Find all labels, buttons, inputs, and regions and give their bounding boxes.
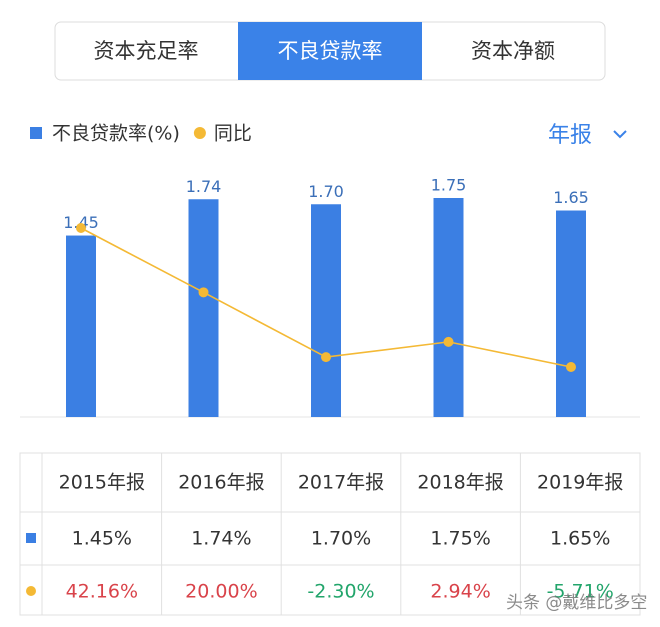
bar [556, 210, 586, 417]
legend-swatch [30, 127, 42, 139]
line-point [566, 362, 576, 372]
line-point [443, 336, 454, 347]
line-point [76, 223, 86, 233]
bar [311, 204, 341, 417]
legend-label: 不良贷款率(%) [52, 123, 180, 145]
bar-label: 1.45 [63, 213, 99, 232]
line-point [198, 287, 209, 298]
bar [66, 235, 96, 417]
table-header: 2018年报 [417, 472, 503, 494]
table-cell: -5.71% [547, 581, 614, 603]
row-marker [26, 586, 36, 596]
table-cell: 20.00% [185, 581, 257, 603]
watermark: 头条 @戴维比多空 [506, 593, 647, 613]
table-cell: 2.94% [430, 581, 490, 603]
dropdown-chevron[interactable] [613, 130, 627, 139]
line-point [321, 352, 331, 363]
legend-label: 同比 [214, 123, 252, 145]
bar-label: 1.65 [553, 188, 589, 207]
table-cell: 1.70% [311, 528, 371, 550]
bar [188, 199, 219, 417]
table: 2015年报 1.45% 42.16% 2016年报 1.74% 20.00% 2017年报… [19, 452, 641, 616]
table-cell: 1.45% [72, 528, 132, 550]
table-cell: 42.16% [66, 581, 138, 603]
table-header: 2019年报 [537, 472, 623, 494]
bar-label: 1.74 [186, 177, 222, 196]
table-cell: 1.75% [430, 528, 490, 550]
tab-active[interactable]: 不良贷款率 [278, 39, 383, 63]
row-marker [26, 533, 36, 543]
table-header: 2015年报 [59, 472, 145, 494]
active-tab-bg [238, 22, 422, 80]
tab[interactable]: 资本净额 [471, 39, 555, 63]
table-header: 2017年报 [298, 472, 384, 494]
table-cell: -2.30% [307, 581, 374, 603]
bar-label: 1.70 [308, 182, 344, 201]
period-selector[interactable]: 年报 [548, 123, 592, 148]
table-cell: 1.65% [550, 528, 610, 550]
bar [433, 198, 464, 417]
tab[interactable]: 资本充足率 [94, 39, 199, 63]
bar-label: 1.75 [431, 176, 467, 195]
table-header: 2016年报 [178, 472, 264, 494]
table-cell: 1.74% [191, 528, 251, 550]
legend-swatch [193, 127, 206, 139]
